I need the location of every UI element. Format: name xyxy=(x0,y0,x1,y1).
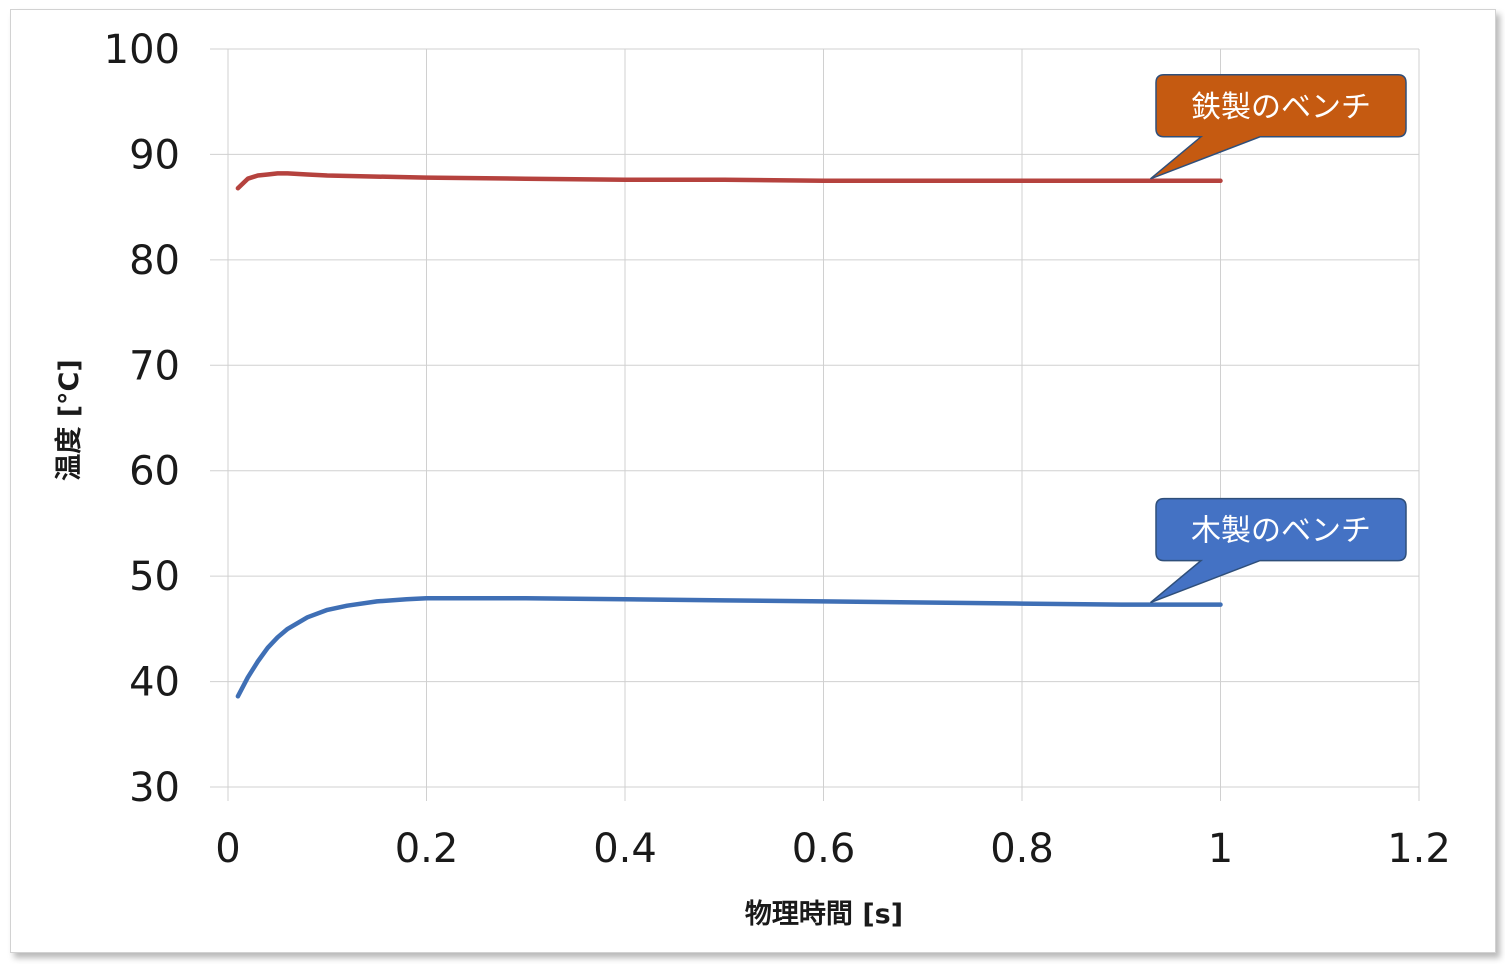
x-tick-label: 0 xyxy=(215,826,240,872)
x-axis-ticks: 0 0.2 0.4 0.6 0.8 1 1.2 xyxy=(215,826,1451,872)
y-tick-label: 60 xyxy=(129,449,180,495)
series-lines xyxy=(235,171,1223,699)
callout-1: 鉄製のベンチ xyxy=(1150,74,1407,180)
y-tick-label: 70 xyxy=(129,343,180,389)
callout-box xyxy=(1150,497,1407,604)
y-tick-label: 50 xyxy=(129,554,180,600)
series-line-1 xyxy=(235,171,1223,191)
x-tick-label: 0.8 xyxy=(990,826,1054,872)
x-tick-label: 0.6 xyxy=(792,826,856,872)
x-axis-title: 物理時間 [s] xyxy=(745,899,903,930)
y-axis-ticks: 30 40 50 60 70 80 90 100 xyxy=(104,27,180,811)
y-tick-label: 40 xyxy=(129,660,180,706)
y-tick-label: 100 xyxy=(104,27,180,73)
x-tick-label: 1 xyxy=(1208,826,1233,872)
gridlines xyxy=(210,48,1420,801)
x-tick-label: 0.2 xyxy=(395,826,459,872)
y-tick-label: 30 xyxy=(129,765,180,811)
x-tick-label: 1.2 xyxy=(1387,826,1451,872)
callout-label: 鉄製のベンチ xyxy=(1191,90,1371,125)
chart-frame xyxy=(10,9,1496,953)
callout-box xyxy=(1150,74,1407,180)
series-line-2 xyxy=(235,596,1223,699)
y-tick-label: 80 xyxy=(129,238,180,284)
x-tick-label: 0.4 xyxy=(593,826,657,872)
y-tick-label: 90 xyxy=(129,132,180,178)
callout-2: 木製のベンチ xyxy=(1150,497,1407,604)
y-axis-title: 温度 [°C] xyxy=(53,359,85,480)
callout-label: 木製のベンチ xyxy=(1191,514,1371,549)
